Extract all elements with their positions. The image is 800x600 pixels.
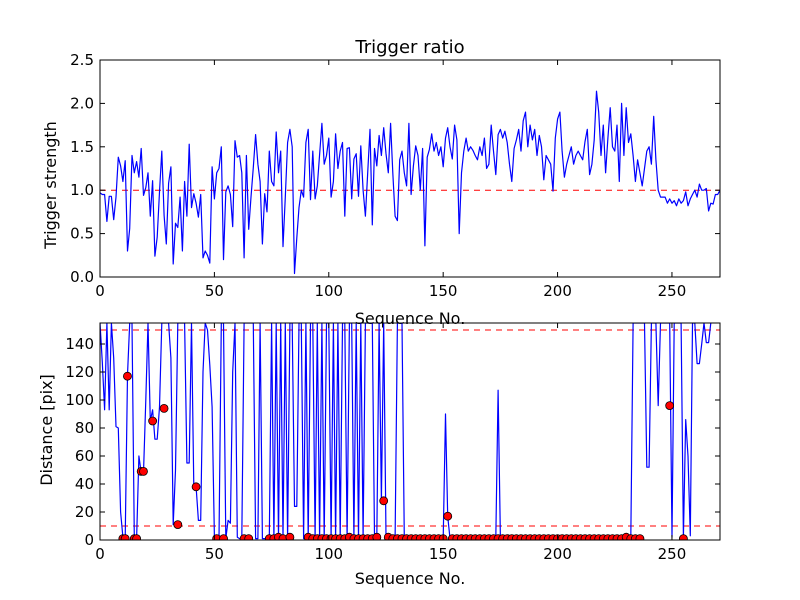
x-tick-label: 0 xyxy=(95,282,105,300)
y-tick-label: 100 xyxy=(65,391,94,409)
y-tick-label: 2.0 xyxy=(70,94,94,112)
data-point xyxy=(285,532,295,540)
x-tick-label: 50 xyxy=(205,545,224,563)
data-point xyxy=(139,466,148,476)
y-tick-label: 140 xyxy=(65,335,94,353)
y-tick-label: 0.5 xyxy=(70,225,94,243)
data-point xyxy=(678,534,688,540)
bottom-reference-lines xyxy=(100,329,720,527)
data-point xyxy=(159,403,169,413)
top-ticks: 0 50 100 150 200 250 0.0 0.5 1.0 1.5 2.0 2.5 xyxy=(70,51,720,300)
x-tick-label: 0 xyxy=(95,545,105,563)
x-tick-label: 150 xyxy=(429,545,458,563)
x-tick-label: 200 xyxy=(543,545,572,563)
y-tick-label: 60 xyxy=(75,447,94,465)
data-point xyxy=(191,482,201,492)
data-point xyxy=(123,371,132,381)
y-tick-label: 2.5 xyxy=(70,51,94,69)
top-y-axis-label: Trigger strength xyxy=(41,121,60,250)
data-point xyxy=(665,401,675,411)
distance-chart: 0 50 100 150 200 250 0 20 40 60 80 100 120 140 Sequen… xyxy=(37,322,721,588)
x-tick-label: 50 xyxy=(205,282,224,300)
top-axes-frame xyxy=(99,59,721,278)
bottom-y-axis-label: Distance [pix] xyxy=(37,374,56,486)
top-series xyxy=(100,90,720,275)
bottom-x-axis-label: Sequence No. xyxy=(355,569,466,588)
data-point xyxy=(372,532,382,540)
y-tick-label: 80 xyxy=(75,419,94,437)
data-point xyxy=(219,534,228,540)
data-point xyxy=(120,534,130,540)
x-tick-label: 150 xyxy=(429,282,458,300)
data-point xyxy=(173,520,183,529)
bottom-ticks: 0 50 100 150 200 250 0 20 40 60 80 100 120 140 xyxy=(65,323,720,563)
y-tick-label: 1.0 xyxy=(70,181,94,199)
top-x-axis-label: Sequence No. xyxy=(355,309,466,328)
series-line xyxy=(100,90,720,275)
data-point xyxy=(244,534,254,540)
y-tick-label: 1.5 xyxy=(70,138,94,156)
data-point xyxy=(635,534,645,540)
x-tick-label: 100 xyxy=(314,545,343,563)
data-point xyxy=(148,416,158,426)
x-tick-label: 100 xyxy=(314,282,343,300)
x-tick-label: 250 xyxy=(658,545,687,563)
data-point xyxy=(443,511,453,521)
data-point xyxy=(132,534,142,540)
trigger-ratio-chart: Trigger ratio 0 50 100 150 200 250 0.0 0.5 1.0 1.… xyxy=(41,37,721,328)
x-tick-label: 200 xyxy=(543,282,572,300)
y-tick-label: 20 xyxy=(75,503,94,521)
bottom-axes-frame xyxy=(99,322,721,541)
y-tick-label: 0.0 xyxy=(70,268,94,286)
chart-title: Trigger ratio xyxy=(354,37,464,58)
x-tick-label: 250 xyxy=(658,282,687,300)
data-point xyxy=(379,496,389,506)
y-tick-label: 0 xyxy=(84,531,94,549)
y-tick-label: 40 xyxy=(75,475,94,493)
y-tick-label: 120 xyxy=(65,363,94,381)
